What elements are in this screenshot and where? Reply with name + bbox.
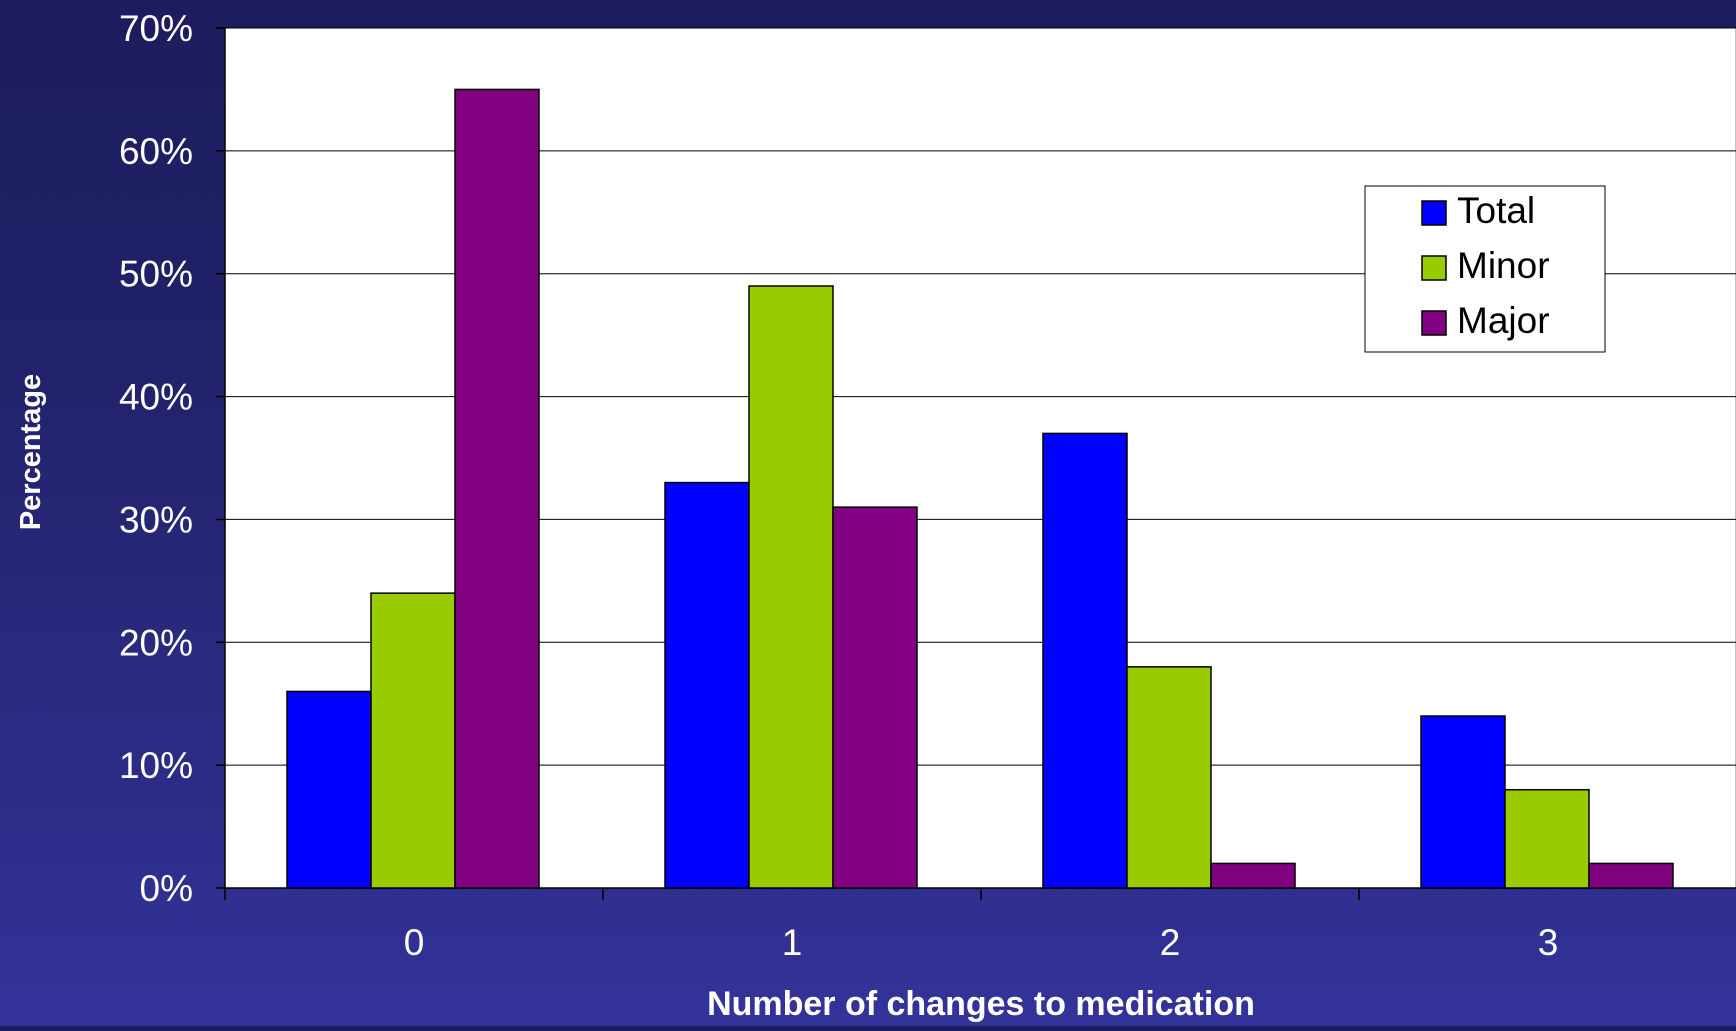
- bar-major-3: [1588, 862, 1674, 889]
- y-tick-label: 0%: [140, 868, 193, 909]
- x-tick-label: 1: [782, 922, 803, 963]
- legend-swatch-total: [1421, 200, 1447, 226]
- y-tick-label: 10%: [119, 745, 193, 786]
- bar-major-2: [1210, 862, 1296, 889]
- x-tick-label: 0: [404, 922, 425, 963]
- x-axis-label: Number of changes to medication: [707, 985, 1255, 1023]
- bar-major-0: [454, 88, 540, 889]
- y-tick-label: 30%: [119, 499, 193, 540]
- bar-minor-3: [1504, 788, 1590, 889]
- y-tick-label: 70%: [119, 8, 193, 49]
- y-axis-label: Percentage: [15, 374, 47, 530]
- legend-label-minor: Minor: [1457, 245, 1550, 286]
- legend-label-total: Total: [1457, 190, 1535, 231]
- bar-major-1: [832, 506, 918, 889]
- legend-box: [1364, 185, 1606, 353]
- bar-minor-2: [1126, 666, 1212, 889]
- y-tick-label: 20%: [119, 622, 193, 663]
- x-tick-label: 2: [1160, 922, 1181, 963]
- bar-minor-1: [748, 285, 834, 889]
- y-tick-label: 50%: [119, 254, 193, 295]
- bar-total-2: [1042, 432, 1128, 889]
- bar-total-0: [286, 690, 372, 889]
- legend-swatch-major: [1421, 310, 1447, 336]
- legend-swatch-minor: [1421, 255, 1447, 281]
- y-tick-label: 60%: [119, 131, 193, 172]
- x-tick-label: 3: [1538, 922, 1559, 963]
- bar-total-3: [1420, 715, 1506, 889]
- y-tick-label: 40%: [119, 377, 193, 418]
- bar-minor-0: [370, 592, 456, 889]
- bar-total-1: [664, 481, 750, 889]
- legend-label-major: Major: [1457, 300, 1550, 341]
